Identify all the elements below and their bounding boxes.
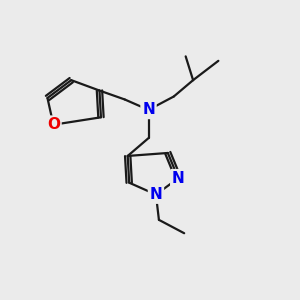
- Text: O: O: [47, 117, 60, 132]
- Text: N: N: [150, 187, 162, 202]
- Text: N: N: [142, 102, 155, 117]
- Text: N: N: [172, 171, 184, 186]
